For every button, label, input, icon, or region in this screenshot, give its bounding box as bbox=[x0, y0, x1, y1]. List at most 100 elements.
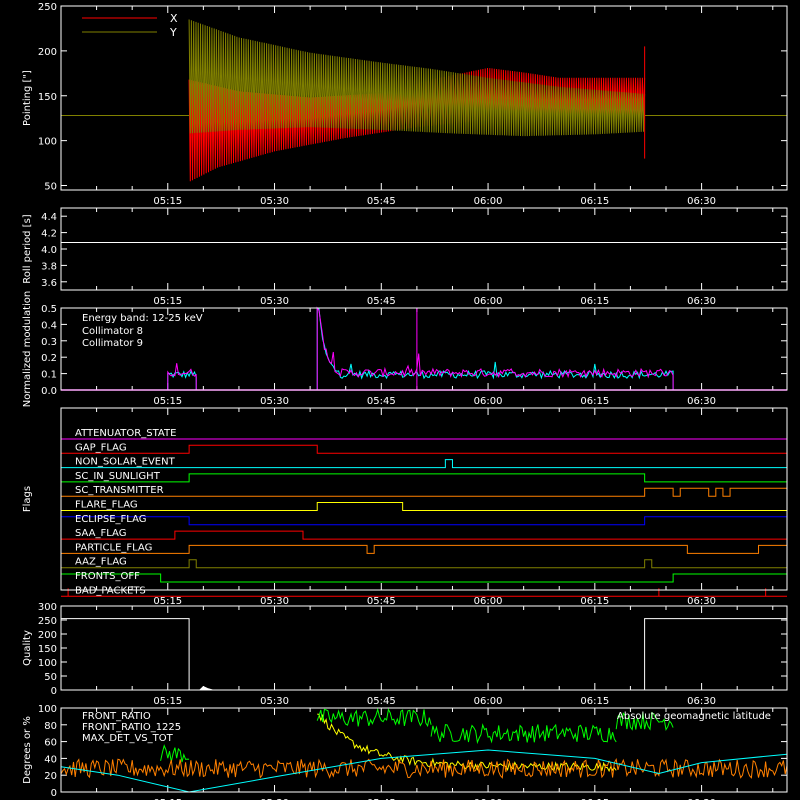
y-tick-label: 20 bbox=[44, 771, 57, 782]
y-tick-label: 4.2 bbox=[41, 229, 57, 240]
panel-1: Pointing ["] 50 100 150 200 250 05:15 05:30 05:4… bbox=[22, 2, 788, 207]
energy-band-annotation: Energy band: 12-25 keV bbox=[82, 313, 203, 324]
series-collimator-8 bbox=[167, 370, 197, 391]
legend-label: X bbox=[170, 12, 178, 25]
x-tick-label: 05:45 bbox=[367, 798, 396, 800]
y-axis-label: Quality bbox=[22, 630, 33, 666]
flag-label: BAD_PACKETS bbox=[75, 585, 146, 596]
y-tick-label: 0.0 bbox=[41, 386, 57, 397]
y-tick-label: 60 bbox=[44, 738, 57, 749]
panel-frame bbox=[60, 207, 788, 291]
x-tick-label: 05:45 bbox=[367, 696, 396, 707]
series-collimator-9 bbox=[167, 363, 197, 391]
x-tick-label: 06:15 bbox=[580, 396, 609, 407]
x-tick-label: 06:00 bbox=[474, 596, 503, 607]
y-tick-label: 4.4 bbox=[41, 212, 57, 223]
flag-sc_transmitter bbox=[61, 487, 787, 497]
flag-label: FRONTS_OFF bbox=[75, 571, 140, 582]
y-axis-label: Degrees or % bbox=[22, 716, 33, 784]
legend-label: FRONT_RATIO_1225 bbox=[82, 722, 181, 733]
panel-frame bbox=[60, 5, 788, 191]
legend-label: Y bbox=[169, 26, 177, 39]
y-tick-label: 0 bbox=[51, 788, 57, 799]
series-absolute-geomagnetic-latitude bbox=[60, 749, 788, 793]
x-tick-label: 05:15 bbox=[153, 396, 182, 407]
series-front_ratio_1225 bbox=[430, 723, 617, 745]
y-tick-label: 200 bbox=[38, 47, 57, 58]
x-tick-label: 05:30 bbox=[260, 196, 289, 207]
plot-area bbox=[60, 707, 788, 793]
y-tick-label: 150 bbox=[38, 644, 57, 655]
x-tick-label: 05:15 bbox=[153, 296, 182, 307]
flag-gap_flag bbox=[61, 444, 787, 454]
series-max_det_vs_tot bbox=[60, 757, 788, 779]
flag-sc_in_sunlight bbox=[61, 473, 787, 483]
y-tick-label: 0.1 bbox=[41, 370, 57, 381]
flag-label: SC_TRANSMITTER bbox=[75, 485, 164, 496]
y-axis-label: Roll period [s] bbox=[22, 214, 33, 283]
x-tick-label: 05:30 bbox=[260, 798, 289, 800]
x-tick-label: 06:00 bbox=[474, 296, 503, 307]
legend-label: Collimator 9 bbox=[82, 338, 143, 349]
y-tick-label: 300 bbox=[38, 602, 57, 613]
panel-frame bbox=[60, 407, 788, 591]
flag-label: GAP_FLAG bbox=[75, 442, 127, 453]
panel-6: Degrees or % 0 20 40 60 80 100 05:15 05:30 05:45 0… bbox=[22, 704, 788, 800]
flag-label: SAA_FLAG bbox=[75, 528, 126, 539]
y-tick-label: 0.4 bbox=[41, 320, 57, 331]
panel-frame bbox=[60, 605, 788, 691]
flag-fronts_off bbox=[61, 573, 787, 583]
series-blip bbox=[199, 686, 213, 691]
plot-area bbox=[61, 618, 787, 691]
x-tick-label: 05:45 bbox=[367, 396, 396, 407]
flag-label: SC_IN_SUNLIGHT bbox=[75, 471, 161, 482]
x-tick-label: 05:30 bbox=[260, 396, 289, 407]
x-tick-label: 06:30 bbox=[687, 296, 716, 307]
x-tick-label: 06:15 bbox=[580, 196, 609, 207]
x-tick-label: 06:15 bbox=[580, 296, 609, 307]
y-tick-label: 0.3 bbox=[41, 337, 57, 348]
x-tick-label: 06:00 bbox=[474, 196, 503, 207]
legend-label: Absolute geomagnetic latitude bbox=[617, 711, 771, 722]
x-tick-label: 06:00 bbox=[474, 798, 503, 800]
x-tick-label: 05:30 bbox=[260, 296, 289, 307]
y-axis-label: Flags bbox=[22, 486, 33, 512]
flag-label: AAZ_FLAG bbox=[75, 557, 127, 568]
flag-particle_flag bbox=[61, 544, 787, 554]
flag-label: ECLIPSE_FLAG bbox=[75, 514, 146, 525]
x-tick-label: 05:45 bbox=[367, 296, 396, 307]
y-tick-label: 0.2 bbox=[41, 353, 57, 364]
series-collimator-8 bbox=[316, 307, 674, 391]
x-tick-label: 06:30 bbox=[687, 696, 716, 707]
flag-label: ATTENUATOR_STATE bbox=[75, 428, 176, 439]
y-tick-label: 50 bbox=[44, 672, 57, 683]
x-tick-label: 05:45 bbox=[367, 596, 396, 607]
x-tick-label: 05:15 bbox=[153, 196, 182, 207]
panel-2: Roll period [s] 3.6 3.8 4.0 4.2 4.4 05:15 05:30… bbox=[22, 207, 788, 307]
x-tick-label: 06:00 bbox=[474, 396, 503, 407]
x-tick-label: 06:15 bbox=[580, 798, 609, 800]
flag-label: NON_SOLAR_EVENT bbox=[75, 457, 176, 468]
plot-area bbox=[61, 438, 787, 597]
panel-frame bbox=[60, 707, 788, 793]
y-tick-label: 100 bbox=[38, 658, 57, 669]
y-tick-label: 50 bbox=[44, 182, 57, 193]
flag-flare_flag bbox=[61, 502, 787, 511]
y-tick-label: 200 bbox=[38, 630, 57, 641]
y-tick-label: 250 bbox=[38, 2, 57, 13]
x-tick-label: 05:30 bbox=[260, 696, 289, 707]
y-tick-label: 3.8 bbox=[41, 261, 57, 272]
x-tick-label: 06:15 bbox=[580, 596, 609, 607]
y-tick-label: 80 bbox=[44, 721, 57, 732]
x-tick-label: 06:30 bbox=[687, 596, 716, 607]
flag-label: FLARE_FLAG bbox=[75, 500, 138, 511]
y-tick-label: 3.6 bbox=[41, 278, 57, 289]
y-tick-label: 150 bbox=[38, 92, 57, 103]
x-tick-label: 05:15 bbox=[153, 798, 182, 800]
x-tick-label: 06:30 bbox=[687, 396, 716, 407]
y-tick-label: 0.5 bbox=[41, 304, 57, 315]
x-tick-label: 05:15 bbox=[153, 596, 182, 607]
panel-5: Quality 0 50 100 150 200 250 300 05:15 05:30 05:45… bbox=[22, 602, 788, 707]
y-tick-label: 100 bbox=[38, 137, 57, 148]
